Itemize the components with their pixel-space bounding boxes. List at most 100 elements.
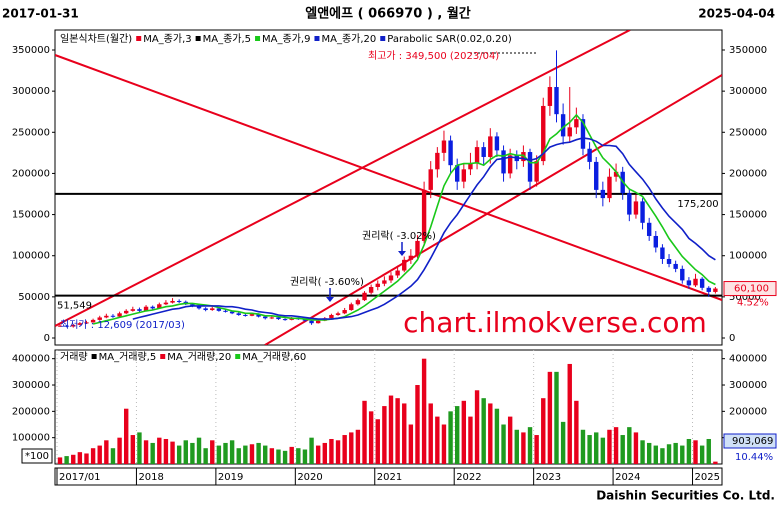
candle-body — [408, 255, 414, 260]
volume-bar — [514, 429, 519, 464]
legend-swatch — [195, 36, 201, 41]
candle-body — [124, 310, 129, 314]
volume-bar — [660, 448, 665, 464]
candle-body — [143, 306, 149, 311]
y-tick-label: 100000 — [12, 251, 50, 262]
candle-body — [329, 314, 334, 319]
candle-body — [110, 315, 116, 317]
candle-body — [282, 319, 288, 321]
volume-bar — [243, 445, 248, 464]
volume-unit: *100 — [25, 451, 49, 462]
x-tick-label: 2025 — [695, 472, 720, 483]
end-date: 2025-04-04 — [698, 7, 775, 21]
volume-bar — [402, 403, 407, 464]
legend-swatch — [314, 36, 320, 41]
y2-tick-label: 350000 — [729, 45, 767, 56]
volume-bar — [249, 444, 255, 464]
candle-body — [104, 315, 109, 318]
candle-body — [368, 286, 374, 293]
volume-bar — [163, 438, 169, 464]
candle-body — [263, 316, 268, 319]
candle-body — [488, 136, 493, 157]
volume-bar — [329, 438, 334, 464]
candle-body — [335, 313, 341, 315]
candle-body — [653, 235, 658, 248]
high-annotation: 최고가 : 349,500 (2023/04) — [368, 50, 499, 62]
candle-body — [276, 317, 281, 320]
x-tick-label: 2022 — [456, 472, 481, 483]
volume-bar — [196, 437, 202, 464]
volume-tick-label: 100000 — [12, 433, 50, 444]
candle-body — [269, 317, 275, 319]
x-tick-label: 2019 — [218, 472, 243, 483]
volume-bar — [699, 445, 705, 464]
candle-body — [501, 150, 506, 174]
candle-body — [84, 322, 89, 324]
legend-label: Parabolic SAR(0.02,0.20) — [387, 34, 512, 45]
candle-body — [395, 270, 400, 276]
volume-bar — [547, 371, 553, 464]
candle-body — [468, 163, 473, 170]
volume-tick-label: 400000 — [12, 354, 50, 365]
rights-arrow-head — [398, 251, 406, 256]
volume-bar — [190, 442, 195, 464]
volume-bar — [607, 429, 612, 464]
volume-bar — [170, 441, 175, 464]
candle-body — [229, 311, 235, 314]
volume-bar — [613, 427, 619, 464]
candle-body — [170, 300, 175, 303]
legend-label: 거래량 — [60, 351, 88, 363]
volume-panel — [54, 349, 723, 465]
volume-bar — [315, 445, 321, 464]
volume-bar — [501, 424, 506, 464]
volume-bar — [150, 442, 155, 464]
candle-body — [627, 193, 632, 215]
legend-label: MA_거래량,60 — [242, 351, 306, 363]
candle-body — [613, 171, 619, 177]
volume-bar — [633, 432, 639, 464]
candle-body — [243, 314, 248, 316]
candle-body — [415, 240, 420, 256]
candle-body — [441, 140, 447, 153]
candle-body — [594, 161, 599, 190]
candle-body — [607, 176, 612, 199]
legend-label: MA_종가,9 — [262, 33, 310, 45]
price-panel — [54, 29, 723, 346]
y2-tick-label: 100000 — [729, 251, 767, 262]
y2-tick-label: 0 — [729, 333, 735, 344]
x-tick-label: 2017/01 — [59, 472, 101, 483]
y2-tick-label: 50000 — [729, 292, 761, 303]
volume-bar — [124, 408, 129, 464]
volume-bar — [57, 457, 63, 464]
volume-bar — [580, 429, 586, 464]
ma-line — [92, 113, 716, 325]
candle-body — [362, 292, 367, 301]
candle-body — [567, 127, 572, 137]
legend-swatch — [255, 36, 261, 41]
volume-bar — [355, 429, 361, 464]
volume-bar — [203, 448, 208, 464]
volume-bar — [289, 446, 294, 464]
candle-body — [699, 278, 705, 288]
x-tick-label: 2021 — [377, 472, 402, 483]
volume-bar — [157, 437, 162, 464]
volume-bar — [137, 432, 142, 464]
trend-line — [55, 30, 631, 327]
candle-body — [455, 165, 460, 182]
volume-bar — [408, 424, 414, 464]
candle-body — [680, 268, 685, 281]
candle-body — [600, 189, 606, 199]
volume-bar — [296, 448, 301, 464]
rights-arrow-head — [326, 297, 334, 302]
trend-line — [264, 74, 722, 345]
legend-label: 일본식차트(월간) — [60, 33, 132, 45]
candle-body — [560, 114, 566, 137]
candle-body — [448, 140, 453, 166]
trend-lines — [55, 30, 722, 345]
volume-bar — [455, 406, 460, 464]
volume-bar — [713, 461, 718, 464]
volume-bar — [64, 456, 69, 464]
volume-bar — [236, 448, 241, 464]
legend-swatch — [91, 354, 97, 359]
